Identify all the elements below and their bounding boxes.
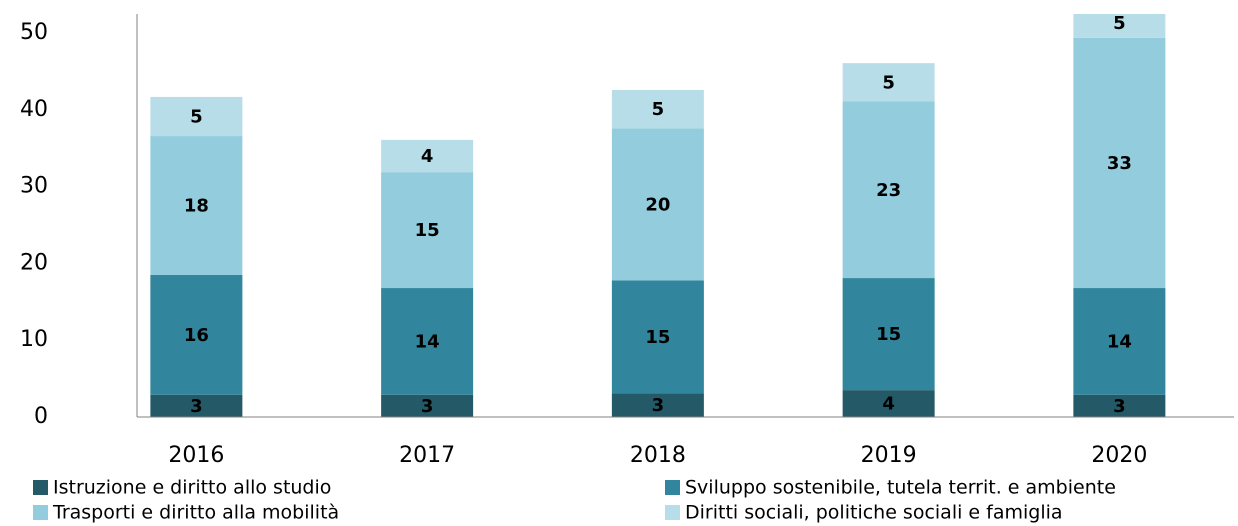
data-label: 5 [190, 106, 203, 127]
bar-segment [842, 63, 935, 102]
bar-segment [611, 128, 704, 281]
data-label: 3 [190, 396, 203, 417]
bar-segment [381, 139, 474, 173]
y-tick-label: 40 [20, 97, 48, 122]
legend-label: Trasporti e diritto alla mobilità [52, 502, 339, 524]
bar-segment [611, 89, 704, 129]
bar-segment [1073, 288, 1166, 395]
x-tick-label: 2016 [168, 443, 224, 468]
x-tick-label: 2018 [630, 443, 686, 468]
data-label: 5 [882, 72, 895, 93]
bar-segment [1073, 394, 1166, 417]
legend-label: Istruzione e diritto allo studio [53, 477, 331, 499]
bar-segment [381, 394, 474, 417]
y-tick-label: 10 [20, 327, 48, 352]
bar-segment [150, 96, 243, 137]
bar-segment [150, 136, 243, 275]
data-label: 20 [645, 194, 670, 215]
y-tick-label: 30 [20, 174, 48, 199]
data-label: 15 [645, 327, 670, 348]
data-label: 5 [652, 99, 665, 120]
bar-segment [611, 280, 704, 394]
data-label: 3 [421, 396, 434, 417]
data-label: 16 [184, 325, 209, 346]
plot-area [150, 14, 1166, 417]
bar-segment [1073, 37, 1166, 289]
data-label: 4 [882, 394, 895, 415]
bar-segment [381, 172, 474, 289]
legend-label: Diritti sociali, politiche sociali e fam… [685, 502, 1063, 524]
data-label: 14 [415, 331, 440, 352]
data-label: 15 [876, 324, 901, 345]
x-tick-label: 2017 [399, 443, 455, 468]
bar-segment [150, 394, 243, 417]
legend-label: Sviluppo sostenibile, tutela territ. e a… [685, 477, 1116, 499]
data-label: 15 [415, 220, 440, 241]
y-tick-label: 0 [34, 404, 48, 429]
data-label: 3 [1113, 396, 1126, 417]
bar-segment [611, 393, 704, 417]
data-label: 33 [1107, 153, 1132, 174]
legend-swatch [665, 480, 680, 495]
legend-swatch [665, 505, 680, 520]
data-label: 14 [1107, 331, 1132, 352]
data-label: 4 [421, 146, 434, 167]
bar-segment [381, 288, 474, 395]
legend-swatch [33, 505, 48, 520]
bar-segment [150, 274, 243, 395]
data-label: 23 [876, 180, 901, 201]
bar-segment [1073, 14, 1166, 38]
bar-segment [842, 101, 935, 279]
bar-segment [842, 278, 935, 391]
data-label: 18 [184, 196, 209, 217]
legend-swatch [33, 480, 48, 495]
y-tick-label: 50 [20, 20, 48, 45]
y-tick-label: 20 [20, 250, 48, 275]
data-label: 3 [652, 395, 665, 416]
bar-segment [842, 390, 935, 417]
x-tick-label: 2019 [861, 443, 917, 468]
data-label: 5 [1113, 13, 1126, 34]
x-tick-label: 2020 [1091, 443, 1147, 468]
